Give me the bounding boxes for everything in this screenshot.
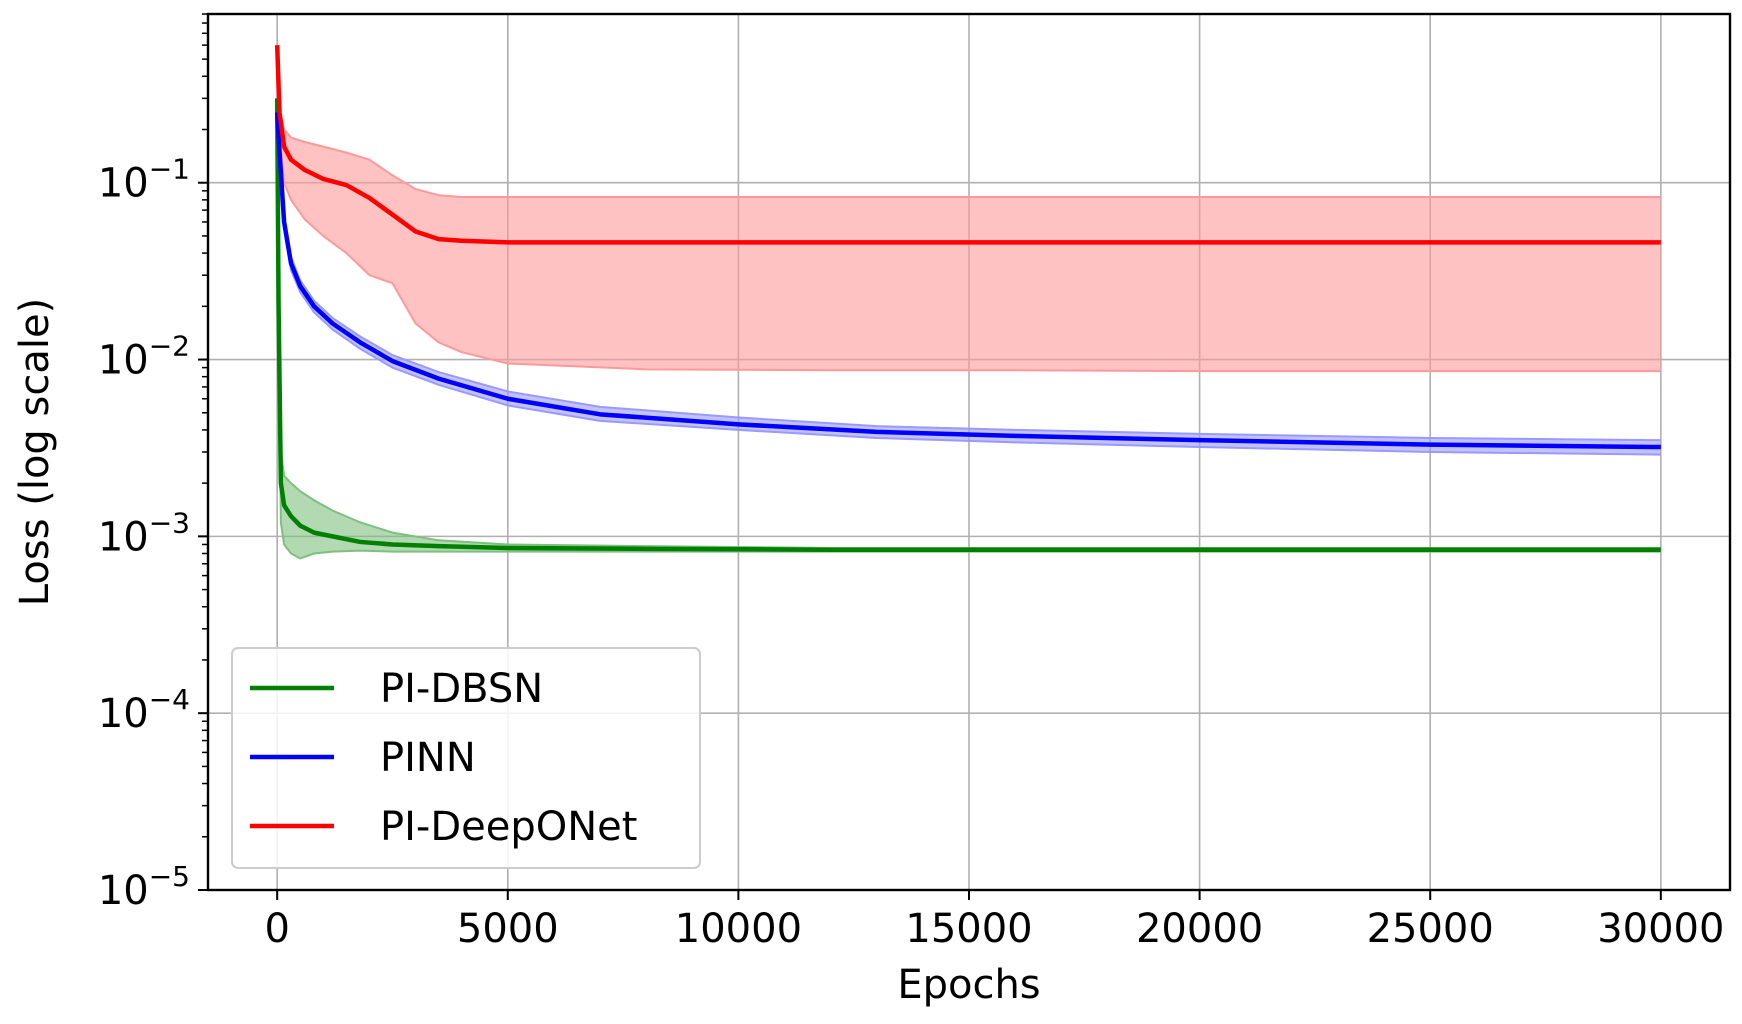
y-axis-label: Loss (log scale) bbox=[12, 298, 58, 606]
x-tick-label: 15000 bbox=[905, 906, 1032, 952]
series-line-pi-dbsn bbox=[274, 98, 1661, 553]
y-tick-label: 10−2 bbox=[98, 330, 190, 384]
legend-label: PI-DBSN bbox=[380, 666, 543, 712]
series-lines bbox=[274, 45, 1661, 553]
y-tick-label: 10−3 bbox=[98, 506, 190, 560]
x-tick-label: 30000 bbox=[1597, 906, 1724, 952]
band-pi-deeponet bbox=[277, 45, 1661, 372]
x-tick-label: 10000 bbox=[675, 906, 802, 952]
series-line-pi-deeponet bbox=[274, 45, 1661, 245]
y-axis-ticks: 10−1 10−2 10−3 10−4 10−5 bbox=[98, 13, 208, 914]
x-tick-label: 5000 bbox=[457, 906, 559, 952]
legend: PI-DBSN PINN PI-DeepONet bbox=[231, 647, 701, 869]
y-tick-label: 10−4 bbox=[98, 683, 190, 737]
y-tick-label: 10−5 bbox=[98, 860, 190, 914]
x-tick-label: 0 bbox=[264, 906, 289, 952]
x-tick-label: 25000 bbox=[1367, 906, 1494, 952]
y-tick-label: 10−1 bbox=[98, 153, 190, 207]
x-axis-label: Epochs bbox=[897, 962, 1040, 1008]
x-tick-label: 20000 bbox=[1136, 906, 1263, 952]
band-lower-pi-deeponet bbox=[276, 45, 1661, 373]
legend-box bbox=[231, 647, 701, 869]
legend-label: PI-DeepONet bbox=[380, 804, 637, 850]
x-axis-ticks: 0 5000 10000 15000 20000 25000 30000 bbox=[264, 890, 1724, 952]
legend-label: PINN bbox=[380, 735, 476, 781]
series-line-pinn bbox=[274, 112, 1661, 450]
band-upper-pi-deeponet bbox=[276, 45, 1661, 199]
